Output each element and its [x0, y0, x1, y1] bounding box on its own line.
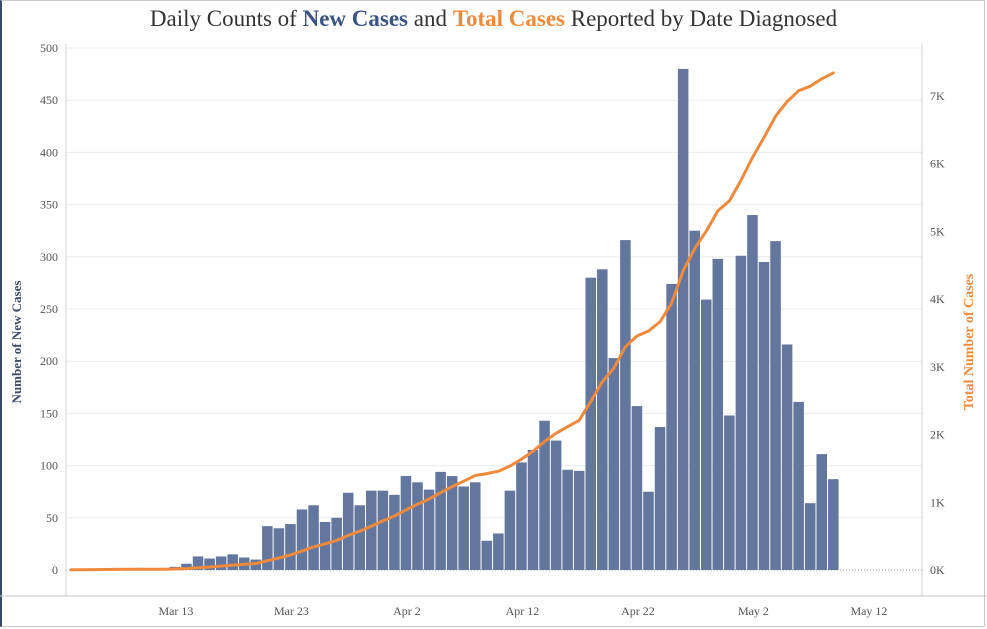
x-tick-label: Apr 12 — [506, 604, 540, 618]
total-cases-line — [69, 71, 835, 572]
new-cases-bar — [747, 215, 758, 571]
y-right-tick-label: 7K — [930, 89, 945, 103]
new-cases-bar — [366, 490, 377, 570]
y-right-tick-label: 3K — [930, 360, 945, 374]
new-cases-bar — [273, 528, 285, 570]
new-cases-bar — [319, 521, 331, 570]
new-cases-bar — [516, 462, 527, 570]
y-left-tick-label: 500 — [40, 41, 58, 55]
new-cases-bar — [585, 277, 597, 570]
new-cases-bar — [527, 449, 539, 570]
new-cases-bar — [389, 494, 400, 570]
new-cases-bar — [296, 509, 308, 570]
new-cases-bar — [666, 283, 677, 570]
new-cases-bar — [804, 503, 816, 570]
x-tick-label: May 12 — [850, 604, 887, 618]
new-cases-bar — [493, 533, 504, 570]
y-left-tick-label: 200 — [40, 354, 58, 368]
new-cases-bar — [331, 517, 342, 570]
new-cases-bar — [597, 269, 608, 570]
new-cases-bar — [643, 491, 654, 570]
y-left-tick-label: 150 — [40, 406, 58, 420]
y-left-tick-label: 250 — [40, 302, 58, 316]
y-left-tick-label: 0 — [52, 563, 58, 577]
x-tick-label: Mar 13 — [158, 604, 193, 618]
x-tick-label: Apr 22 — [621, 604, 655, 618]
new-cases-bar — [458, 486, 469, 570]
title-middle: and — [408, 6, 453, 31]
title-total-cases: Total Cases — [452, 6, 565, 31]
title-new-cases: New Cases — [302, 6, 409, 31]
new-cases-bar — [285, 524, 296, 570]
new-cases-bar — [608, 358, 620, 570]
new-cases-bar — [816, 454, 828, 570]
new-cases-bar — [204, 558, 215, 570]
total-cases-series-line — [69, 71, 835, 572]
y-right-tick-label: 0K — [930, 563, 945, 577]
new-cases-bar — [215, 556, 227, 570]
new-cases-bar — [562, 469, 573, 570]
y-left-tick-label: 350 — [40, 198, 58, 212]
y-axis-left-label: Number of New Cases — [9, 281, 24, 404]
new-cases-bar — [631, 406, 643, 570]
x-tick-label: Mar 23 — [274, 604, 309, 618]
new-cases-bar — [539, 420, 550, 570]
new-cases-bar — [308, 505, 319, 570]
title-prefix: Daily Counts of — [149, 6, 303, 31]
new-cases-bar — [573, 470, 585, 570]
new-cases-bar — [342, 492, 354, 570]
chart-title: Daily Counts of New Cases and Total Case… — [0, 6, 987, 32]
y-left-tick-label: 50 — [46, 511, 58, 525]
new-cases-bar — [377, 490, 389, 570]
new-cases-bar — [227, 554, 238, 570]
y-right-tick-label: 2K — [930, 428, 945, 442]
new-cases-bar — [412, 482, 423, 570]
new-cases-bar — [700, 299, 712, 570]
new-cases-bar — [423, 489, 435, 570]
new-cases-bar — [620, 240, 631, 570]
y-right-tick-label: 6K — [930, 157, 945, 171]
new-cases-bar — [735, 255, 747, 571]
new-cases-bar — [354, 505, 366, 570]
new-cases-bar — [677, 68, 689, 570]
new-cases-bar — [192, 556, 204, 570]
new-cases-bar — [262, 526, 273, 570]
new-cases-bar — [181, 563, 192, 570]
new-cases-bar — [654, 426, 666, 570]
new-cases-bar — [469, 482, 481, 570]
x-tick-label: Apr 2 — [393, 604, 421, 618]
new-cases-bar — [435, 471, 446, 570]
new-cases-bar — [550, 440, 562, 570]
y-left-tick-label: 450 — [40, 93, 58, 107]
new-cases-bar — [446, 476, 458, 570]
y-left-tick-label: 400 — [40, 145, 58, 159]
y-right-tick-label: 4K — [930, 292, 945, 306]
new-cases-bar — [828, 479, 839, 570]
y-axis-right-label: Total Number of Cases — [962, 273, 977, 410]
axes: 0 50 100 150 200 250 300 350 400 450 500 0K 1K 2K 3K 4K… — [0, 41, 987, 618]
new-cases-bar — [712, 258, 724, 570]
new-cases-bar — [724, 415, 735, 570]
y-right-tick-label: 5K — [930, 224, 945, 238]
new-cases-bar — [689, 230, 700, 570]
new-cases-bar — [481, 540, 493, 570]
title-suffix: Reported by Date Diagnosed — [564, 6, 838, 31]
new-cases-bar — [770, 241, 781, 570]
x-tick-label: May 2 — [738, 604, 769, 618]
y-left-tick-label: 100 — [40, 459, 58, 473]
y-right-tick-label: 1K — [930, 495, 945, 509]
new-cases-bar — [400, 476, 412, 570]
new-cases-bar — [781, 344, 793, 570]
new-cases-bars — [111, 68, 839, 571]
new-cases-bar — [504, 490, 516, 570]
y-left-tick-label: 300 — [40, 250, 58, 264]
new-cases-bar — [793, 401, 804, 570]
new-cases-bar — [758, 262, 770, 570]
